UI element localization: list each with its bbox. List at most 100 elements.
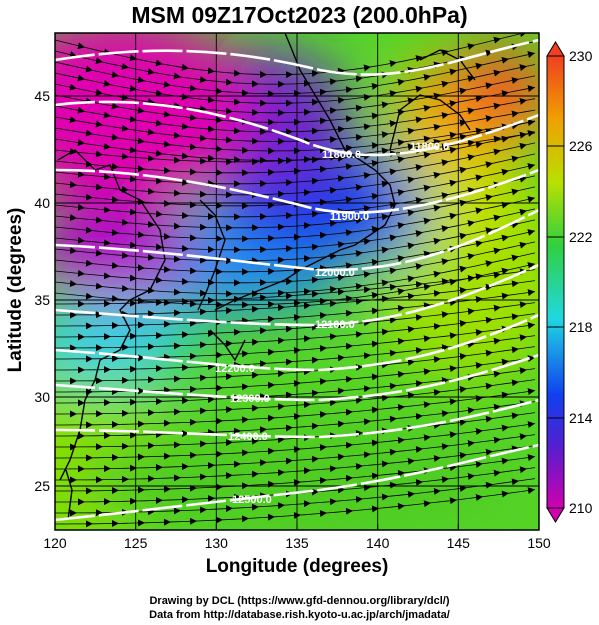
wind-arrow — [95, 216, 103, 224]
wind-arrow — [363, 64, 371, 72]
wind-arrow — [415, 314, 423, 321]
wind-arrow — [137, 76, 145, 84]
wind-arrow — [77, 106, 85, 114]
wind-arrow — [371, 373, 379, 381]
wind-arrow — [95, 249, 103, 257]
wind-arrow — [467, 154, 475, 161]
streamline — [55, 252, 536, 295]
wind-arrow — [337, 354, 345, 362]
wind-arrow — [433, 323, 441, 330]
wind-arrow — [381, 279, 389, 287]
wind-arrow — [407, 292, 415, 300]
wind-arrow — [485, 194, 493, 202]
wind-arrow — [441, 410, 449, 418]
wind-arrow — [69, 181, 77, 188]
wind-arrow — [371, 340, 379, 348]
x-tick-labels: 120 125 130 135 140 145 150 — [43, 535, 551, 551]
wind-arrow — [519, 64, 527, 72]
streamline — [55, 75, 536, 114]
wind-arrow — [381, 460, 389, 468]
wind-arrow — [527, 229, 535, 236]
wind-arrow — [441, 476, 449, 484]
wind-arrow — [345, 507, 353, 515]
wind-arrow — [415, 281, 423, 288]
wind-arrow — [485, 316, 493, 324]
wind-arrow — [415, 164, 423, 171]
wind-arrow — [441, 258, 449, 266]
contour-label: 12400.0 — [228, 431, 268, 443]
colorbar-tick-label: 230 — [569, 48, 593, 64]
wind-arrow — [69, 83, 77, 91]
wind-arrow — [441, 192, 449, 200]
wind-arrow — [147, 68, 155, 75]
wind-arrow — [103, 206, 111, 214]
wind-arrow — [371, 159, 379, 167]
wind-arrow — [423, 434, 431, 442]
wind-arrow — [381, 213, 389, 221]
wind-arrow — [501, 201, 509, 209]
wind-arrow — [363, 352, 371, 360]
wind-arrow — [181, 63, 189, 71]
wind-arrow — [85, 129, 93, 137]
wind-arrow — [415, 263, 423, 270]
wind-arrow — [69, 214, 77, 221]
wind-arrow — [415, 479, 423, 486]
y-tick-label: 30 — [34, 389, 50, 405]
wind-arrow — [355, 298, 363, 305]
wind-arrow — [511, 379, 519, 387]
wind-arrow — [397, 370, 405, 378]
wind-arrow — [345, 342, 353, 350]
wind-arrow — [475, 207, 483, 215]
wind-arrow — [459, 199, 467, 207]
wind-arrow — [475, 273, 483, 281]
wind-arrow — [85, 292, 93, 300]
wind-arrow — [355, 397, 363, 404]
wind-arrow — [293, 512, 301, 519]
credit-drawing: Drawing by DCL (https://www.gfd-dennou.o… — [149, 595, 450, 607]
wind-arrow — [77, 42, 85, 50]
wind-arrow — [423, 73, 431, 81]
wind-arrow — [173, 72, 181, 80]
wind-arrow — [207, 125, 215, 133]
wind-arrow — [329, 219, 337, 227]
wind-arrow — [371, 307, 379, 315]
wind-arrow — [95, 120, 103, 128]
wind-arrow — [459, 232, 467, 240]
wind-arrow — [337, 125, 345, 133]
colorbar-tick-label: 222 — [569, 229, 593, 245]
wind-arrow — [519, 175, 527, 183]
wind-arrow — [467, 43, 475, 50]
wind-arrow — [381, 361, 389, 369]
wind-arrow — [407, 143, 415, 151]
wind-arrow — [433, 488, 441, 495]
wind-arrow — [381, 131, 389, 139]
wind-arrow — [527, 130, 535, 137]
wind-arrow — [441, 225, 449, 233]
wind-arrow — [407, 275, 415, 283]
wind-arrow — [475, 296, 483, 303]
wind-arrow — [337, 175, 345, 183]
wind-arrow — [77, 139, 85, 146]
wind-arrow — [337, 274, 345, 282]
wind-arrow — [493, 304, 501, 312]
wind-arrow — [173, 131, 181, 139]
wind-arrow — [467, 187, 475, 194]
wind-arrow — [423, 500, 431, 508]
wind-arrow — [371, 258, 379, 266]
wind-arrow — [85, 226, 93, 234]
wind-arrow — [111, 196, 119, 203]
wind-arrow — [337, 453, 345, 461]
contour-label: 12000.0 — [315, 267, 355, 279]
wind-arrow — [345, 295, 353, 303]
wind-arrow — [137, 106, 145, 114]
wind-arrow — [459, 419, 467, 426]
wind-arrow — [441, 443, 449, 451]
wind-arrow — [485, 382, 493, 390]
wind-arrow — [103, 111, 111, 119]
wind-arrow — [449, 212, 457, 220]
wind-arrow — [311, 276, 319, 284]
wind-arrow — [355, 250, 363, 257]
wind-arrow — [449, 398, 457, 406]
wind-arrow — [501, 292, 509, 300]
wind-arrow — [415, 85, 423, 93]
